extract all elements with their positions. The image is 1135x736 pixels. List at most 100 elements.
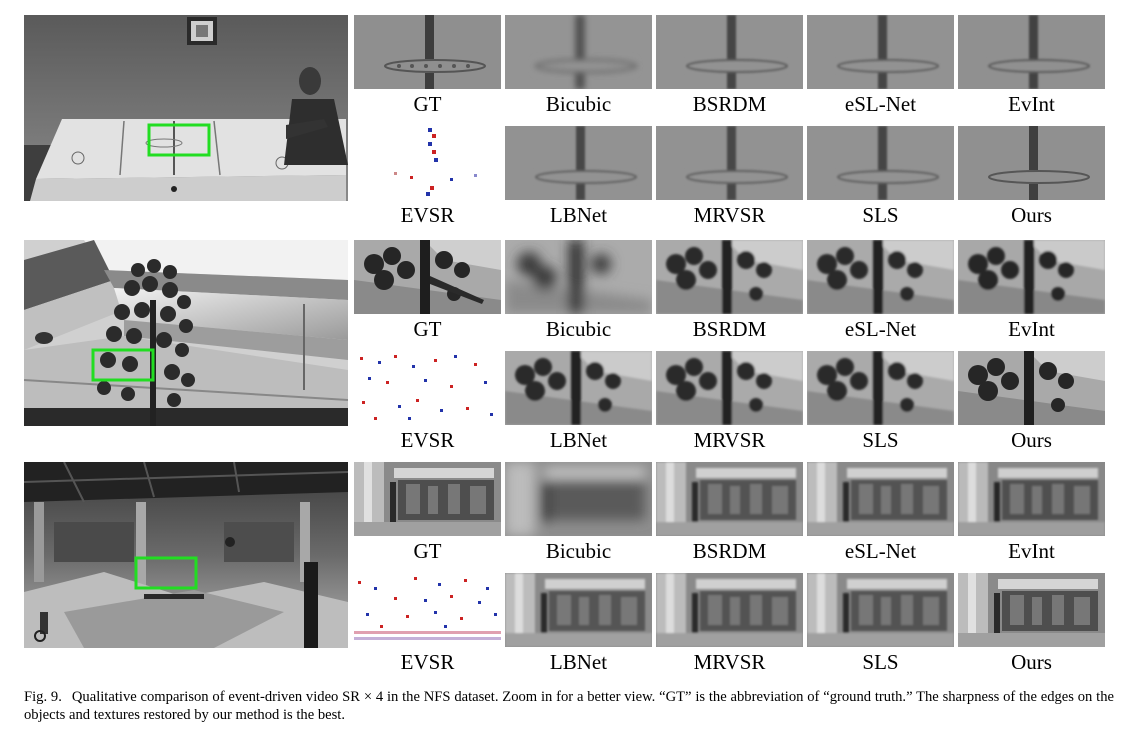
crop-image xyxy=(807,573,954,647)
crop-evint: EvInt xyxy=(958,462,1105,565)
method-label: MRVSR xyxy=(693,203,766,227)
crop-image xyxy=(807,462,954,536)
crop-lbnet: LBNet xyxy=(505,351,652,454)
crop-bicubic: Bicubic xyxy=(505,15,652,118)
crop-esl-net: eSL-Net xyxy=(807,15,954,118)
crop-image xyxy=(505,126,652,200)
crop-image xyxy=(958,462,1105,536)
crop-image xyxy=(656,126,803,200)
crop-gt: GT xyxy=(354,240,501,343)
crop-bsrdm: BSRDM xyxy=(656,240,803,343)
crop-image xyxy=(505,351,652,425)
crop-image xyxy=(958,15,1105,89)
method-label: EVSR xyxy=(400,650,455,674)
method-label: Ours xyxy=(1011,428,1052,452)
method-label: GT xyxy=(413,539,442,563)
crop-image xyxy=(807,351,954,425)
method-label: GT xyxy=(413,92,442,116)
crop-image xyxy=(656,573,803,647)
crop-image xyxy=(958,240,1105,314)
crop-esl-net: eSL-Net xyxy=(807,240,954,343)
crop-grid: GT Bicubic BSRDM eSL-Net xyxy=(354,15,1106,237)
crop-image xyxy=(958,573,1105,647)
crop-image xyxy=(354,462,501,536)
crop-lbnet: LBNet xyxy=(505,573,652,676)
method-label: EVSR xyxy=(400,203,455,227)
crop-image xyxy=(354,240,501,314)
crop-image xyxy=(656,15,803,89)
crop-bicubic: Bicubic xyxy=(505,240,652,343)
method-label: LBNet xyxy=(549,203,608,227)
crop-evint: EvInt xyxy=(958,15,1105,118)
method-label: SLS xyxy=(862,428,899,452)
crop-mrvsr: MRVSR xyxy=(656,351,803,454)
method-label: Bicubic xyxy=(545,317,612,341)
method-label: BSRDM xyxy=(692,92,767,116)
crop-lbnet: LBNet xyxy=(505,126,652,229)
crop-grid: GT Bicubic BSRDM eSL-Net xyxy=(354,240,1106,462)
caption-text: Qualitative comparison of event-driven v… xyxy=(24,689,1114,723)
crop-image xyxy=(958,126,1105,200)
method-label: Ours xyxy=(1011,203,1052,227)
crop-sls: SLS xyxy=(807,351,954,454)
crop-gt: GT xyxy=(354,462,501,565)
crop-mrvsr: MRVSR xyxy=(656,573,803,676)
method-label: Bicubic xyxy=(545,92,612,116)
method-label: LBNet xyxy=(549,428,608,452)
method-label: EvInt xyxy=(1008,539,1055,563)
method-label: BSRDM xyxy=(692,539,767,563)
crop-ours: Ours xyxy=(958,126,1105,229)
method-label: GT xyxy=(413,317,442,341)
crop-image xyxy=(354,126,501,200)
crop-gt: GT xyxy=(354,15,501,118)
crop-grid: GT Bicubic BSRDM eSL-Net xyxy=(354,462,1106,684)
method-label: Ours xyxy=(1011,650,1052,674)
crop-image xyxy=(807,126,954,200)
crop-image xyxy=(656,240,803,314)
full-frame-image xyxy=(24,462,348,648)
crop-image xyxy=(958,351,1105,425)
method-label: EvInt xyxy=(1008,92,1055,116)
method-label: MRVSR xyxy=(693,650,766,674)
method-label: LBNet xyxy=(549,650,608,674)
crop-image xyxy=(656,462,803,536)
crop-bicubic: Bicubic xyxy=(505,462,652,565)
crop-sls: SLS xyxy=(807,573,954,676)
method-label: eSL-Net xyxy=(844,317,917,341)
crop-evsr: EVSR xyxy=(354,126,501,229)
full-frame-image xyxy=(24,240,348,426)
method-label: BSRDM xyxy=(692,317,767,341)
crop-image xyxy=(505,15,652,89)
method-label: MRVSR xyxy=(693,428,766,452)
method-label: Bicubic xyxy=(545,539,612,563)
crop-image xyxy=(807,15,954,89)
crop-ours: Ours xyxy=(958,573,1105,676)
figure-number: Fig. 9. xyxy=(24,689,62,705)
crop-image xyxy=(505,240,652,314)
method-label: EVSR xyxy=(400,428,455,452)
crop-bsrdm: BSRDM xyxy=(656,462,803,565)
crop-ours: Ours xyxy=(958,351,1105,454)
crop-image xyxy=(354,351,501,425)
method-label: eSL-Net xyxy=(844,539,917,563)
method-label: SLS xyxy=(862,203,899,227)
crop-image xyxy=(354,573,501,647)
crop-image xyxy=(807,240,954,314)
crop-image xyxy=(354,15,501,89)
crop-evint: EvInt xyxy=(958,240,1105,343)
full-frame-image xyxy=(24,15,348,201)
crop-sls: SLS xyxy=(807,126,954,229)
crop-image xyxy=(505,462,652,536)
crop-image xyxy=(656,351,803,425)
figure-caption: Fig. 9. Qualitative comparison of event-d… xyxy=(24,688,1114,724)
crop-evsr: EVSR xyxy=(354,573,501,676)
method-label: eSL-Net xyxy=(844,92,917,116)
method-label: SLS xyxy=(862,650,899,674)
crop-evsr: EVSR xyxy=(354,351,501,454)
crop-bsrdm: BSRDM xyxy=(656,15,803,118)
method-label: EvInt xyxy=(1008,317,1055,341)
crop-image xyxy=(505,573,652,647)
crop-mrvsr: MRVSR xyxy=(656,126,803,229)
crop-esl-net: eSL-Net xyxy=(807,462,954,565)
